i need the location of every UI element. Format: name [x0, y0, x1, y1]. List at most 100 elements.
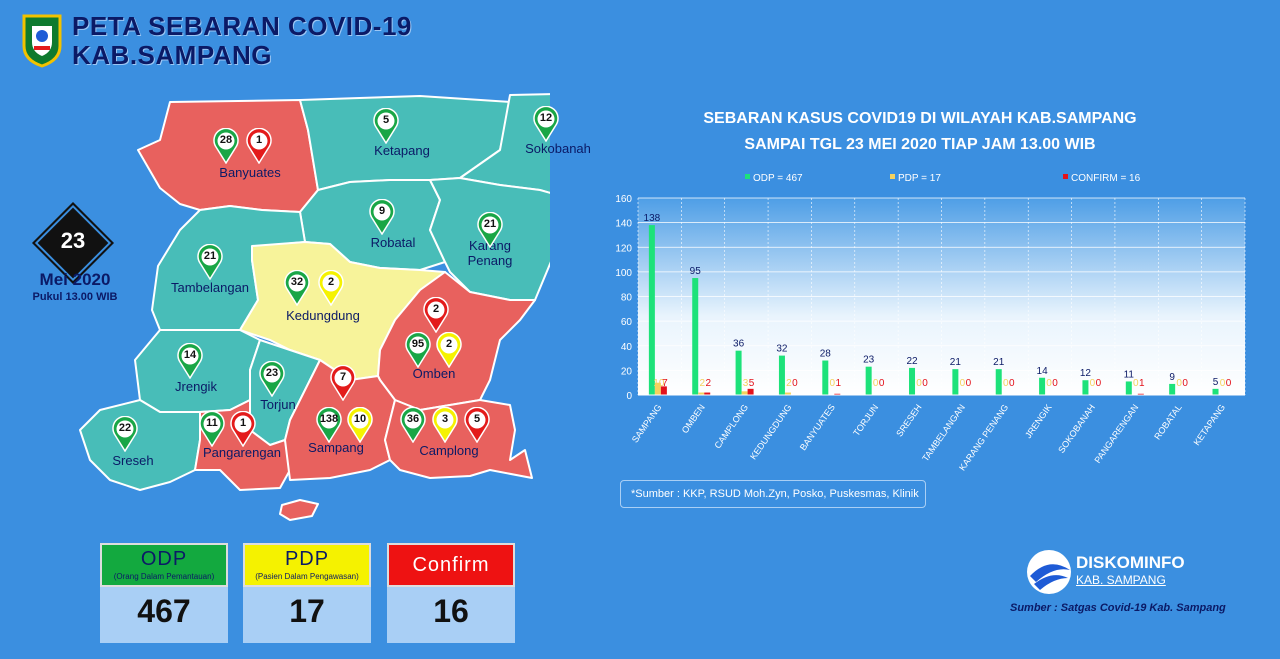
- data-label: 28: [820, 349, 832, 360]
- title-line-2: KAB.SAMPANG: [72, 40, 273, 70]
- map-pin-value: 21: [203, 250, 217, 262]
- pin-marker-icon: [330, 364, 356, 402]
- map-pin-value: 21: [483, 218, 497, 230]
- map-pin-torjun-green: 23: [259, 360, 285, 398]
- data-label: 32: [776, 344, 788, 355]
- bar-kedungdung-1: [784, 392, 791, 395]
- x-tick-label: SAMPANG: [630, 402, 664, 444]
- map-pin-omben-yellow: 2: [436, 331, 462, 369]
- bar-banyuates-2: [834, 393, 841, 395]
- odp-value: 467: [100, 587, 228, 643]
- bar-omben-1: [698, 392, 705, 395]
- map-pin-value: 3: [441, 413, 449, 425]
- data-label: 5: [1213, 377, 1219, 388]
- data-label: 2: [699, 378, 705, 389]
- data-label: 1: [1139, 378, 1145, 389]
- x-tick-label: KEDUNGDUNG: [748, 402, 793, 461]
- pin-marker-icon: [112, 415, 138, 453]
- map-pin-pangarengan-red: 1: [230, 410, 256, 448]
- legend-entry: CONFIRM = 16: [1071, 173, 1141, 184]
- data-label: 12: [1080, 368, 1092, 379]
- y-tick-label: 80: [621, 293, 633, 304]
- bar-sokobanah-0: [1082, 380, 1089, 395]
- legend-entry: ODP = 467: [753, 173, 803, 184]
- data-label: 0: [1133, 378, 1139, 389]
- data-label: 2: [786, 378, 792, 389]
- confirm-label: Confirm: [412, 554, 490, 576]
- map-pin-banyuates-red: 1: [246, 127, 272, 165]
- data-label: 0: [1182, 378, 1188, 389]
- bar-pangarengan-2: [1137, 393, 1144, 395]
- data-label: 9: [1169, 372, 1175, 383]
- region-label-omben: Omben: [412, 366, 456, 381]
- region-sokobanah: [459, 93, 550, 194]
- x-tick-label: SOKOBANAH: [1056, 402, 1097, 454]
- map-pin-camplong-green: 36: [400, 406, 426, 444]
- pin-marker-icon: [405, 331, 431, 369]
- region-label-camplong: Camplong: [419, 443, 479, 458]
- data-label: 0: [1090, 378, 1096, 389]
- map-pin-banyuates-green: 28: [213, 127, 239, 165]
- data-label: 1: [836, 378, 842, 389]
- map-pin-value: 5: [473, 413, 481, 425]
- region-label-jrengik: Jrengik: [175, 379, 217, 394]
- map-pin-karang-penang-green: 21: [477, 211, 503, 249]
- map-pin-omben-green: 95: [405, 331, 431, 369]
- map-pin-sreseh-green: 22: [112, 415, 138, 453]
- bar-banyuates-0: [822, 360, 829, 395]
- y-tick-label: 120: [615, 243, 632, 254]
- odp-header: ODP (Orang Dalam Pemantauan): [100, 543, 228, 587]
- legend-swatch: [1063, 174, 1068, 179]
- data-label: 5: [749, 378, 755, 389]
- bar-camplong-1: [741, 391, 748, 395]
- data-label: 0: [1003, 378, 1009, 389]
- map-pin-value: 32: [290, 276, 304, 288]
- title-line-1: PETA SEBARAN COVID-19: [72, 11, 412, 41]
- map-pin-value: 95: [411, 338, 425, 350]
- map-pin-camplong-red: 5: [464, 406, 490, 444]
- bar-sreseh-0: [909, 367, 916, 395]
- pin-marker-icon: [373, 107, 399, 145]
- data-label: 21: [993, 357, 1005, 368]
- map-pin-sampang-red: 7: [330, 364, 356, 402]
- map-pin-sampang-green: 138: [316, 406, 342, 444]
- y-tick-label: 60: [621, 317, 633, 328]
- island-shape: [279, 499, 319, 521]
- bar-torjun-0: [865, 366, 872, 395]
- bar-tambelangan-0: [952, 369, 959, 395]
- date-day: 23: [60, 228, 86, 253]
- pin-marker-icon: [369, 198, 395, 236]
- data-label: 0: [1009, 378, 1015, 389]
- data-label: 95: [690, 266, 702, 277]
- map-pin-value: 10: [353, 413, 367, 425]
- map-pin-value: 11: [206, 417, 218, 429]
- map-pin-sokobanah-green: 12: [533, 105, 559, 143]
- data-label: 0: [830, 378, 836, 389]
- footer-source: Sumber : Satgas Covid-19 Kab. Sampang: [1010, 602, 1226, 614]
- data-label: 0: [1220, 378, 1226, 389]
- pdp-sublabel: (Pasien Dalam Pengawasan): [255, 572, 359, 581]
- page-title: PETA SEBARAN COVID-19 KAB.SAMPANG: [72, 12, 412, 70]
- pin-marker-icon: [347, 406, 373, 444]
- pdp-label: PDP: [284, 548, 330, 570]
- x-tick-label: SRESEH: [894, 402, 923, 438]
- pin-marker-icon: [246, 127, 272, 165]
- confirm-header: Confirm: [387, 543, 515, 587]
- y-tick-label: 100: [615, 268, 632, 279]
- legend-swatch: [745, 174, 750, 179]
- bar-chart: ODP = 467 PDP = 17 CONFIRM = 1602040608010…: [615, 173, 1246, 472]
- kabupaten-emblem-icon: [22, 14, 62, 68]
- x-tick-label: CAMPLONG: [712, 402, 750, 450]
- pdp-value: 17: [243, 587, 371, 643]
- map-pin-value: 12: [539, 112, 553, 124]
- region-label-robatal: Robatal: [370, 235, 416, 250]
- map-pin-value: 1: [239, 417, 247, 429]
- data-label: 0: [966, 378, 972, 389]
- region-label-kedungdung: Kedungdung: [286, 308, 360, 323]
- map-pin-value: 2: [432, 303, 440, 315]
- bar-jrengik-0: [1039, 377, 1046, 395]
- data-label: 0: [922, 378, 928, 389]
- data-label: 10: [653, 378, 665, 389]
- x-tick-label: TAMBELANGAN: [920, 402, 967, 463]
- odp-label: ODP: [140, 548, 188, 570]
